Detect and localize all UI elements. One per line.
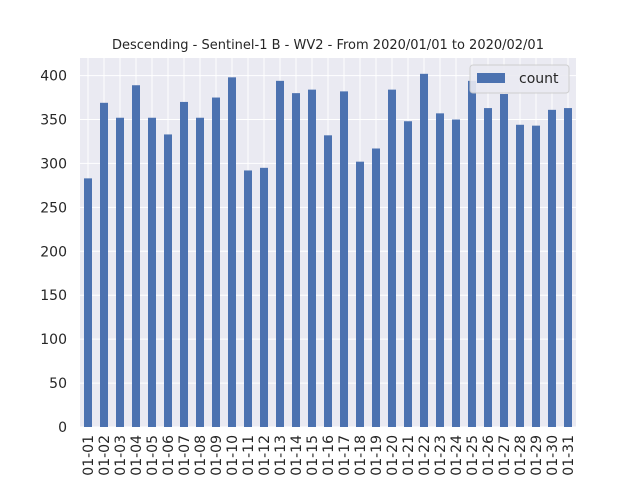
y-tick-label: 150 (40, 288, 67, 304)
bar-01-18 (356, 161, 364, 427)
y-tick-label: 350 (40, 113, 67, 129)
x-tick-label: 01-08 (193, 435, 209, 476)
x-tick-label: 01-25 (465, 435, 481, 476)
y-tick-labels: 0 50 100 150 200 250 300 350 400 (40, 69, 67, 436)
legend-box (469, 64, 570, 94)
x-tick-label: 01-11 (241, 435, 257, 476)
bar-01-21 (404, 121, 412, 427)
x-tick-label: 01-19 (369, 435, 385, 476)
x-tick-label: 01-24 (449, 435, 465, 476)
bar-01-20 (388, 89, 396, 427)
x-tick-label: 01-23 (433, 435, 449, 476)
x-tick-label: 01-31 (561, 435, 577, 476)
bar-01-02 (100, 102, 108, 428)
x-tick-label: 01-17 (337, 435, 353, 476)
x-tick-label: 01-12 (257, 435, 273, 476)
bar-01-30 (548, 109, 556, 427)
y-tick-label: 0 (58, 420, 67, 436)
bar-01-17 (340, 91, 348, 427)
bar-01-12 (260, 167, 268, 428)
bar-01-07 (180, 101, 188, 427)
bar-01-13 (276, 80, 284, 427)
bars-group (84, 73, 572, 428)
x-tick-label: 01-04 (129, 435, 145, 476)
x-tick-label: 01-29 (529, 435, 545, 476)
bar-01-14 (292, 93, 300, 428)
y-tick-label: 50 (49, 376, 67, 392)
y-tick-label: 400 (40, 69, 67, 85)
y-tick-label: 200 (40, 244, 67, 260)
x-tick-label: 01-28 (513, 435, 529, 476)
legend: count (469, 64, 570, 94)
x-tick-label: 01-30 (545, 435, 561, 476)
x-tick-label: 01-03 (113, 435, 129, 476)
bar-01-22 (420, 73, 428, 428)
x-tick-label: 01-27 (497, 435, 513, 476)
bar-01-31 (564, 108, 572, 427)
bar-01-16 (324, 135, 332, 428)
x-tick-label: 01-10 (225, 435, 241, 476)
x-tick-label: 01-16 (321, 435, 337, 476)
chart-title: Descending - Sentinel-1 B - WV2 - From 2… (112, 38, 544, 53)
x-tick-label: 01-26 (481, 435, 497, 476)
x-tick-label: 01-13 (273, 435, 289, 476)
x-tick-labels: 01-01 01-02 01-03 01-04 01-05 01-06 01-07 01-08… (81, 435, 577, 476)
x-tick-label: 01-18 (353, 435, 369, 476)
bar-01-05 (148, 117, 156, 427)
bar-01-29 (532, 125, 540, 428)
x-tick-label: 01-05 (145, 435, 161, 476)
bar-01-26 (484, 108, 492, 427)
bar-01-19 (372, 148, 380, 427)
x-tick-label: 01-21 (401, 435, 417, 476)
x-tick-label: 01-09 (209, 435, 225, 476)
x-tick-label: 01-22 (417, 435, 433, 476)
bar-01-08 (196, 117, 204, 427)
bar-01-10 (228, 77, 236, 427)
bar-01-04 (132, 85, 140, 427)
x-tick-label: 01-14 (289, 435, 305, 476)
bar-01-24 (452, 119, 460, 427)
bar-01-03 (116, 117, 124, 427)
x-tick-label: 01-01 (81, 435, 97, 476)
x-tick-label: 01-02 (97, 435, 113, 476)
y-tick-label: 100 (40, 332, 67, 348)
y-tick-label: 300 (40, 156, 67, 172)
bar-01-06 (164, 134, 172, 427)
bar-01-09 (212, 97, 220, 428)
x-tick-label: 01-15 (305, 435, 321, 476)
x-tick-label: 01-06 (161, 435, 177, 476)
bar-01-11 (244, 170, 252, 427)
bar-01-27 (500, 94, 508, 428)
bar-01-15 (308, 89, 316, 427)
bar-01-23 (436, 113, 444, 427)
x-tick-label: 01-20 (385, 435, 401, 476)
bar-01-25 (468, 80, 476, 427)
x-tick-label: 01-07 (177, 435, 193, 476)
bar-01-01 (84, 178, 92, 427)
bar-01-28 (516, 124, 524, 428)
legend-swatch (477, 73, 505, 83)
legend-label: count (519, 71, 559, 87)
y-tick-label: 250 (40, 200, 67, 216)
